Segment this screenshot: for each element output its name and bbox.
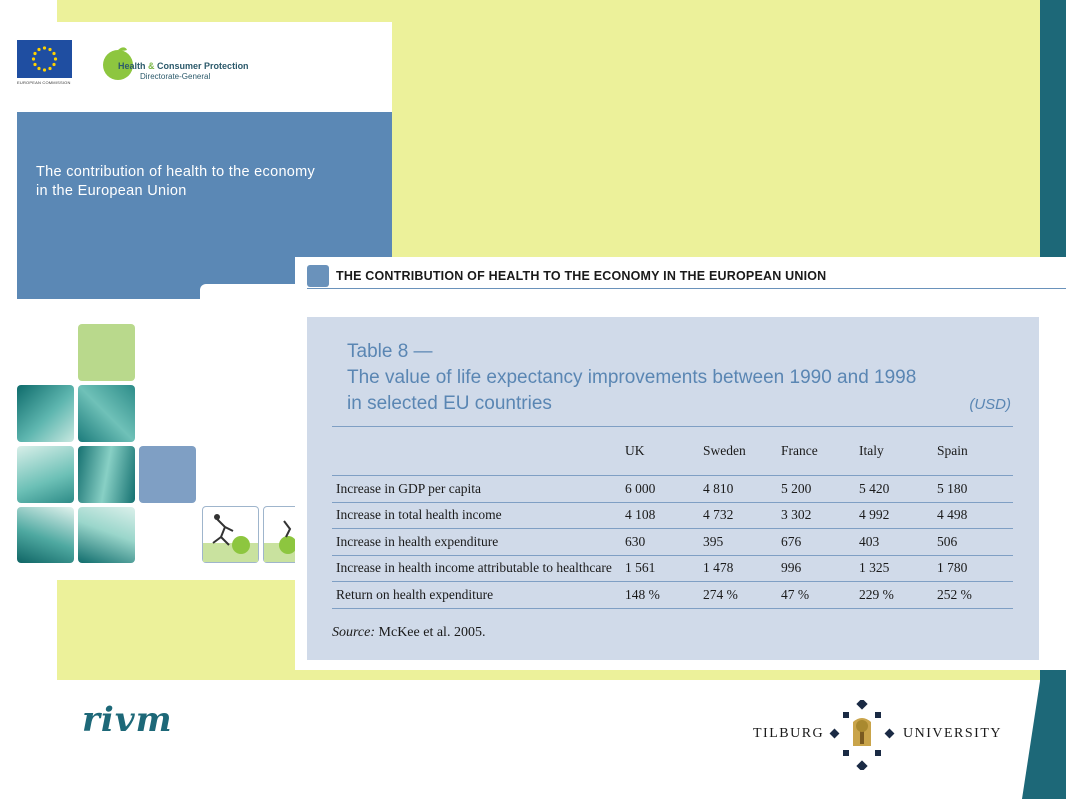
teal-corner-bar bbox=[1022, 668, 1066, 799]
heading-rule bbox=[307, 288, 1066, 289]
table-cell: 274 % bbox=[699, 581, 777, 609]
table-cell: 4 732 bbox=[699, 502, 777, 529]
table-cell: 1 478 bbox=[699, 555, 777, 582]
tile-blue bbox=[139, 446, 196, 503]
tile-photo-6 bbox=[78, 507, 135, 563]
dg-sanco-logo-icon bbox=[100, 44, 136, 80]
column-header: Italy bbox=[855, 426, 933, 476]
row-label: Increase in GDP per capita bbox=[332, 475, 621, 503]
cover-title: The contribution of health to the econom… bbox=[36, 163, 376, 201]
column-header bbox=[332, 426, 621, 476]
tile-photo-1 bbox=[17, 385, 74, 442]
table-row: Increase in total health income 4 108 4 … bbox=[332, 502, 1013, 529]
table-cell: 47 % bbox=[777, 581, 855, 609]
table-header-row: UK Sweden France Italy Spain bbox=[332, 426, 1013, 476]
source-text: McKee et al. 2005. bbox=[378, 625, 486, 640]
column-header: Spain bbox=[933, 426, 1013, 476]
tile-photo-2 bbox=[78, 385, 135, 442]
table-cell: 4 108 bbox=[621, 502, 699, 529]
table-cell: 630 bbox=[621, 528, 699, 556]
cover-title-line2: in the European Union bbox=[36, 183, 187, 199]
tilburg-wordmark-right: UNIVERSITY bbox=[903, 726, 1002, 741]
tile-runner-icon bbox=[202, 506, 259, 563]
dg-name-amp: & bbox=[148, 61, 155, 71]
tilburg-wordmark-left: TILBURG bbox=[753, 726, 825, 741]
rivm-logo: rivm bbox=[82, 700, 173, 740]
table-unit: (USD) bbox=[969, 396, 1011, 413]
table-cell: 4 498 bbox=[933, 502, 1013, 529]
table-cell: 996 bbox=[777, 555, 855, 582]
table-row: Return on health expenditure 148 % 274 %… bbox=[332, 581, 1013, 609]
tile-photo-5 bbox=[17, 507, 74, 563]
table-cell: 5 180 bbox=[933, 475, 1013, 503]
dg-subtitle: Directorate-General bbox=[140, 72, 211, 81]
dg-name-part2: Consumer Protection bbox=[157, 61, 249, 71]
card-heading: THE CONTRIBUTION OF HEALTH TO THE ECONOM… bbox=[336, 269, 827, 283]
data-table: UK Sweden France Italy Spain Increase in… bbox=[332, 426, 1013, 609]
tile-photo-3 bbox=[17, 446, 74, 503]
row-label: Increase in total health income bbox=[332, 502, 621, 529]
table-cell: 4 810 bbox=[699, 475, 777, 503]
dg-name-part1: Health bbox=[118, 61, 146, 71]
table-title-line3: in selected EU countries bbox=[347, 393, 552, 414]
tile-green bbox=[78, 324, 135, 381]
table-cell: 5 420 bbox=[855, 475, 933, 503]
row-label: Increase in health expenditure bbox=[332, 528, 621, 556]
row-label: Return on health expenditure bbox=[332, 581, 621, 609]
table-row: Increase in health expenditure 630 395 6… bbox=[332, 528, 1013, 556]
table-row: Increase in GDP per capita 6 000 4 810 5… bbox=[332, 475, 1013, 503]
table-cell: 148 % bbox=[621, 581, 699, 609]
table-cell: 403 bbox=[855, 528, 933, 556]
dg-name: Health & Consumer Protection bbox=[118, 61, 249, 71]
table-cell: 1 325 bbox=[855, 555, 933, 582]
table-cell: 676 bbox=[777, 528, 855, 556]
table-title-line2: The value of life expectancy improvement… bbox=[347, 367, 917, 388]
table-cell: 1 561 bbox=[621, 555, 699, 582]
row-label: Increase in health income attributable t… bbox=[332, 555, 621, 582]
eu-caption: EUROPEAN COMMISSION bbox=[17, 80, 71, 85]
heading-square-icon bbox=[307, 265, 329, 287]
table-cell: 3 302 bbox=[777, 502, 855, 529]
table-title: Table 8 — The value of life expectancy i… bbox=[347, 339, 1007, 417]
eu-flag-icon bbox=[17, 40, 72, 78]
table-card: THE CONTRIBUTION OF HEALTH TO THE ECONOM… bbox=[295, 257, 1066, 670]
table-cell: 506 bbox=[933, 528, 1013, 556]
table-cell: 4 992 bbox=[855, 502, 933, 529]
table-cell: 1 780 bbox=[933, 555, 1013, 582]
table-source: Source: McKee et al. 2005. bbox=[332, 625, 485, 641]
column-header: France bbox=[777, 426, 855, 476]
table-cell: 6 000 bbox=[621, 475, 699, 503]
table-cell: 395 bbox=[699, 528, 777, 556]
cover-title-line1: The contribution of health to the econom… bbox=[36, 164, 316, 180]
tilburg-emblem-icon bbox=[829, 698, 895, 772]
table-cell: 252 % bbox=[933, 581, 1013, 609]
column-header: Sweden bbox=[699, 426, 777, 476]
table-title-line1: Table 8 — bbox=[347, 341, 433, 362]
tile-photo-4 bbox=[78, 446, 135, 503]
table-cell: 5 200 bbox=[777, 475, 855, 503]
table-cell: 229 % bbox=[855, 581, 933, 609]
table-row: Increase in health income attributable t… bbox=[332, 555, 1013, 582]
column-header: UK bbox=[621, 426, 699, 476]
source-label: Source: bbox=[332, 625, 376, 640]
